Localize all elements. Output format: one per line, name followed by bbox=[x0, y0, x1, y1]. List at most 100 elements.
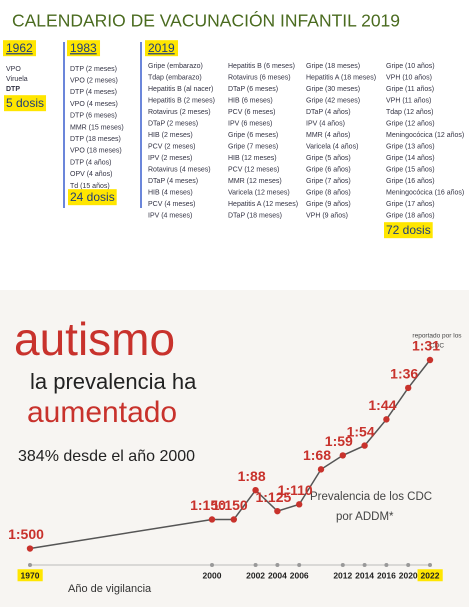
schedule-title: CALENDARIO DE VACUNACIÓN INFANTIL 2019 bbox=[12, 10, 400, 31]
data-point bbox=[339, 452, 346, 459]
x-axis-title: Año de vigilancia bbox=[68, 583, 152, 595]
vaccine: Rotavirus (6 meses) bbox=[228, 74, 291, 81]
vaccine: DTaP (4 meses) bbox=[148, 178, 198, 185]
vaccine: Gripe (9 años) bbox=[306, 201, 351, 208]
vaccine: Varicela (4 años) bbox=[306, 143, 358, 150]
vaccine: Gripe (6 años) bbox=[306, 166, 351, 173]
data-label: 1:44 bbox=[368, 397, 396, 413]
vaccine: Varicela (12 meses) bbox=[228, 189, 290, 196]
vaccine: DTP (2 meses) bbox=[70, 66, 117, 73]
vaccine: HIB (2 meses) bbox=[148, 132, 193, 139]
vaccine: PCV (12 meses) bbox=[228, 166, 279, 173]
data-point bbox=[296, 501, 303, 508]
vaccine: Tdap (embarazo) bbox=[148, 74, 202, 81]
x-tick-label: 2012 bbox=[333, 570, 352, 580]
highlight bbox=[17, 569, 43, 582]
vaccine: Tdap (12 años) bbox=[386, 109, 433, 116]
vaccine: HIB (12 meses) bbox=[228, 155, 277, 162]
vaccine: IPV (6 meses) bbox=[228, 120, 272, 127]
x-tick bbox=[275, 563, 280, 567]
x-tick-label: 2000 bbox=[203, 570, 222, 580]
note: reportado por los bbox=[412, 333, 462, 340]
vaccine: VPH (9 años) bbox=[306, 212, 348, 219]
vaccine: IPV (4 años) bbox=[306, 120, 345, 127]
vaccine: Gripe (14 años) bbox=[386, 155, 435, 162]
vaccine: OPV (4 años) bbox=[70, 171, 112, 178]
vaccine: Viruela bbox=[6, 76, 28, 83]
annotation: por ADDM* bbox=[336, 511, 394, 523]
note: CDC bbox=[430, 343, 444, 350]
highlight bbox=[4, 95, 47, 112]
data-label: 1:68 bbox=[303, 447, 331, 463]
data-point bbox=[208, 516, 216, 523]
x-tick-label: 2014 bbox=[355, 570, 374, 580]
x-tick bbox=[428, 563, 432, 567]
data-point bbox=[361, 442, 368, 449]
vaccine: VPO (18 meses) bbox=[70, 148, 122, 155]
vaccine: Hepatitis B (2 meses) bbox=[148, 97, 215, 104]
x-tick-label: 2020 bbox=[399, 570, 418, 580]
highlight bbox=[3, 40, 37, 57]
highlight bbox=[417, 569, 443, 582]
year: 1983 bbox=[70, 41, 97, 55]
data-label: 1:150 bbox=[190, 497, 226, 513]
year: 2019 bbox=[148, 41, 175, 55]
vaccine: Gripe (18 meses) bbox=[306, 63, 360, 70]
data-label: 1:150 bbox=[212, 497, 248, 513]
x-tick bbox=[384, 563, 389, 567]
vaccine: IPV (4 meses) bbox=[148, 212, 192, 219]
x-tick-label: 1970 bbox=[21, 570, 40, 580]
chart-background bbox=[0, 290, 469, 607]
vaccine: Gripe (10 años) bbox=[386, 63, 435, 70]
data-point bbox=[405, 384, 412, 392]
highlight bbox=[145, 40, 179, 57]
vaccine: Gripe (17 años) bbox=[386, 201, 435, 208]
data-label: 1:36 bbox=[390, 366, 418, 382]
total: 5 dosis bbox=[6, 96, 44, 110]
data-label: 1:31 bbox=[412, 338, 440, 354]
x-tick bbox=[362, 563, 367, 567]
x-tick bbox=[406, 563, 411, 567]
vaccine: DTaP (4 años) bbox=[306, 109, 351, 116]
vaccine: DTaP (18 meses) bbox=[228, 212, 282, 219]
total: 72 dosis bbox=[386, 223, 431, 237]
vaccine: Hepatitis B (6 meses) bbox=[228, 63, 295, 70]
data-point bbox=[317, 466, 325, 473]
x-tick-label: 2016 bbox=[377, 570, 396, 580]
vaccine: Hepatitis B (al nacer) bbox=[148, 86, 213, 93]
vaccine: Gripe (42 meses) bbox=[306, 97, 360, 104]
total: 24 dosis bbox=[70, 190, 115, 204]
data-point bbox=[252, 486, 259, 494]
data-point bbox=[274, 507, 281, 515]
vaccine: Rotavirus (2 meses) bbox=[148, 109, 211, 116]
x-tick-label: 2004 bbox=[268, 570, 287, 580]
vaccine: HIB (6 meses) bbox=[228, 97, 273, 104]
vaccine: Gripe (13 años) bbox=[386, 143, 435, 150]
highlight bbox=[68, 189, 117, 206]
vaccine: VPO (4 meses) bbox=[70, 101, 118, 108]
vaccine: MMR (4 años) bbox=[306, 132, 350, 139]
data-point bbox=[383, 416, 390, 423]
vaccine: Hepatitis A (18 meses) bbox=[306, 74, 376, 81]
chart-title: la prevalencia ha bbox=[30, 369, 197, 394]
x-tick-label: 2006 bbox=[290, 570, 309, 580]
data-label: 1:500 bbox=[8, 526, 44, 542]
vaccine: Gripe (6 meses) bbox=[228, 132, 278, 139]
data-point bbox=[230, 516, 237, 523]
chart-title: aumentado bbox=[27, 396, 177, 429]
vaccine: Meningocócica (12 años) bbox=[386, 132, 464, 139]
vaccine: PCV (6 meses) bbox=[228, 109, 275, 116]
data-point bbox=[26, 545, 34, 552]
vaccine: Gripe (12 años) bbox=[386, 120, 435, 127]
vaccine: Gripe (7 meses) bbox=[228, 143, 278, 150]
vaccine: Rotavirus (4 meses) bbox=[148, 166, 211, 173]
vaccine: Meningocócica (16 años) bbox=[386, 189, 464, 196]
vaccine: PCV (4 meses) bbox=[148, 201, 195, 208]
vaccine: Gripe (embarazo) bbox=[148, 63, 203, 70]
x-tick bbox=[210, 563, 214, 567]
vaccine: Gripe (5 años) bbox=[306, 155, 351, 162]
vaccine: VPO (2 meses) bbox=[70, 78, 118, 85]
vaccine: Gripe (11 años) bbox=[386, 86, 434, 93]
vaccine: IPV (2 meses) bbox=[148, 155, 192, 162]
chart-title: autismo bbox=[14, 313, 175, 365]
